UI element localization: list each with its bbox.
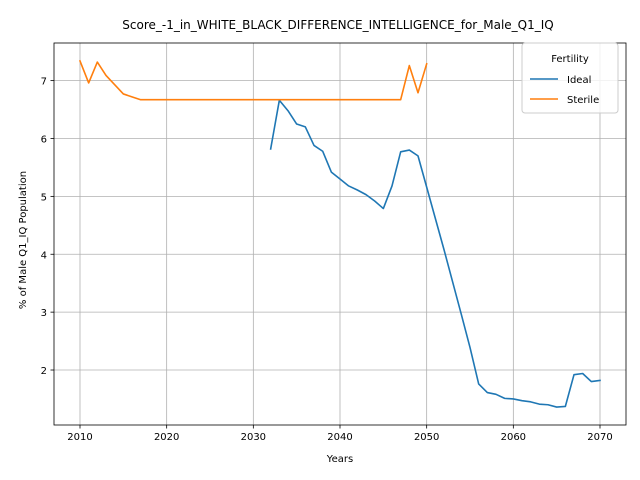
legend-label-sterile: Sterile: [567, 95, 599, 106]
series-line-ideal: [269, 99, 601, 408]
x-tick-label: 2050: [414, 432, 439, 443]
series-line-sterile: [78, 59, 428, 101]
x-tick-label: 2010: [67, 432, 92, 443]
y-tick-label: 2: [41, 366, 47, 377]
y-axis-ticks: 2 3 4 5 6 7: [41, 77, 54, 377]
x-tick-label: 2070: [587, 432, 612, 443]
y-tick-label: 3: [41, 308, 47, 319]
legend-box: [521, 42, 619, 114]
x-axis-label: Years: [326, 454, 353, 465]
x-axis-ticks: 2010 2020 2030 2040 2050 2060 2070: [67, 425, 613, 443]
legend-label-ideal: Ideal: [567, 75, 591, 86]
y-tick-label: 4: [41, 250, 47, 261]
x-tick-label: 2020: [154, 432, 179, 443]
legend: Fertility Ideal Sterile: [521, 42, 619, 114]
x-tick-label: 2060: [501, 432, 526, 443]
chart-title: Score_-1_in_WHITE_BLACK_DIFFERENCE_INTEL…: [122, 18, 553, 32]
legend-title: Fertility: [551, 54, 589, 65]
x-tick-label: 2030: [241, 432, 266, 443]
y-tick-label: 6: [41, 135, 47, 146]
y-tick-label: 7: [41, 77, 47, 88]
y-axis-label: % of Male Q1_IQ Population: [18, 171, 29, 309]
series-lines: [78, 59, 601, 408]
y-tick-label: 5: [41, 192, 47, 203]
x-tick-label: 2040: [327, 432, 352, 443]
